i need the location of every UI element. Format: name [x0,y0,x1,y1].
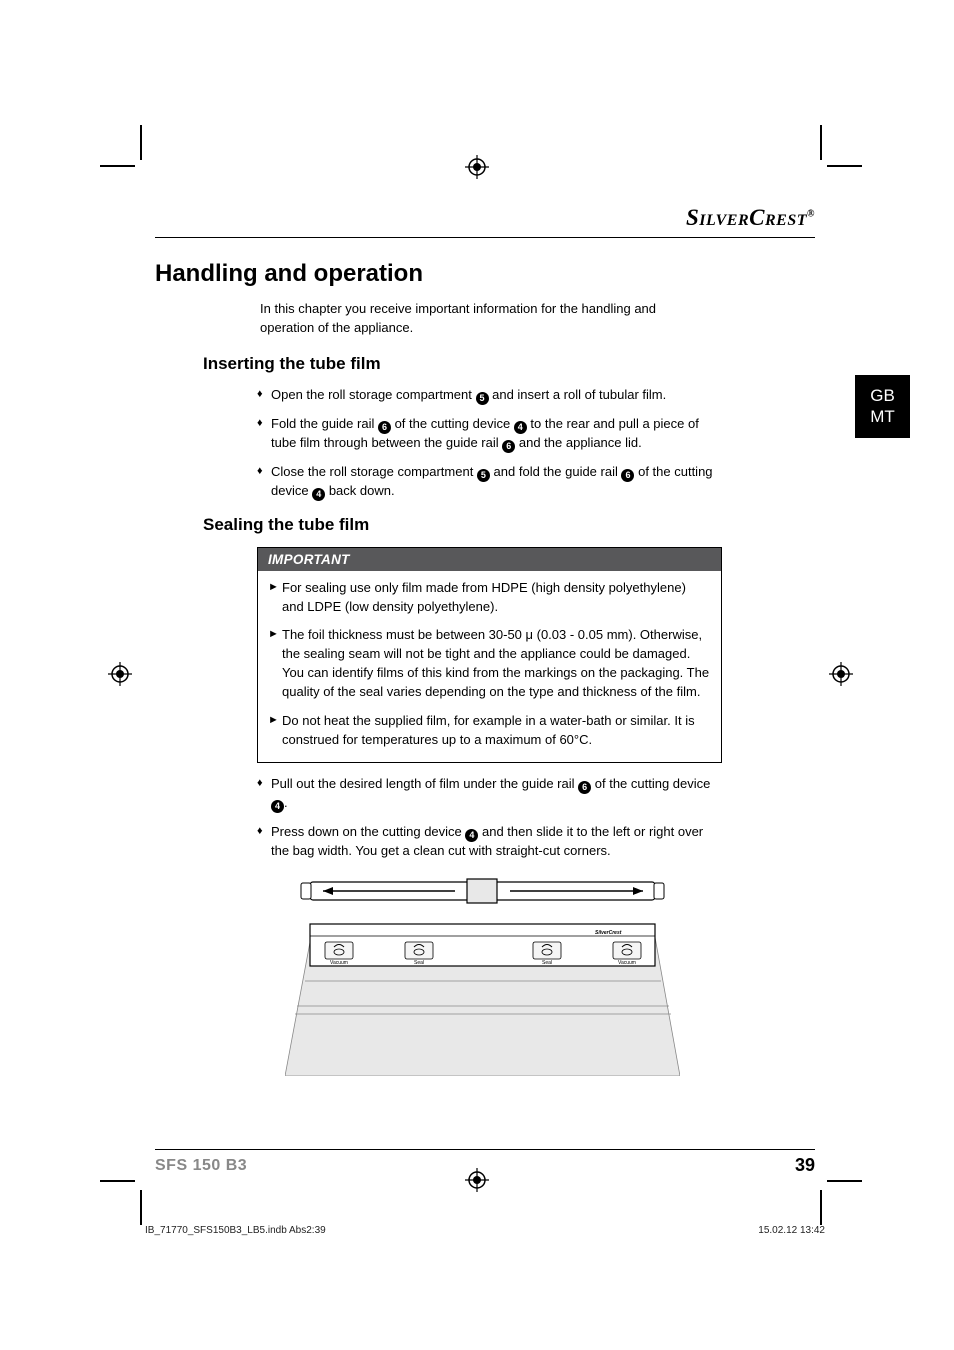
ref-circle: 4 [271,800,284,813]
reg-mark-top [465,155,489,179]
important-head: IMPORTANT [258,548,721,571]
imprint-file: IB_71770_SFS150B3_LB5.indb Abs2:39 [145,1225,326,1236]
list-item: ♦ Fold the guide rail 6 of the cutting d… [257,415,722,453]
subsection-sealing: Sealing the tube film [203,515,815,535]
appliance-diagram: SilverCrest Vacuum Seal Seal Vacuum [285,876,680,1076]
imprint-timestamp: 15.02.12 13:42 [758,1225,825,1236]
list-item: ♦ Open the roll storage compartment 5 an… [257,386,722,405]
ref-circle: 4 [514,421,527,434]
ref-circle: 6 [378,421,391,434]
footer-page: 39 [795,1155,815,1176]
header-rule [155,237,815,238]
imprint-line: IB_71770_SFS150B3_LB5.indb Abs2:39 15.02… [145,1225,825,1236]
list-item: ► For sealing use only film made from HD… [268,579,711,617]
list-item: ♦ Close the roll storage compartment 5 a… [257,463,722,501]
diamond-icon: ♦ [257,415,271,453]
reg-mark-left [108,662,132,686]
svg-text:Seal: Seal [542,960,552,966]
triangle-icon: ► [268,626,282,701]
inserting-list: ♦ Open the roll storage compartment 5 an… [257,386,722,501]
triangle-icon: ► [268,712,282,750]
intro-text: In this chapter you receive important in… [260,300,710,338]
ref-circle: 5 [477,469,490,482]
sealing-list: ♦ Pull out the desired length of film un… [257,775,722,861]
language-tab: GB MT [855,375,910,438]
ref-circle: 6 [502,440,515,453]
diamond-icon: ♦ [257,463,271,501]
svg-text:Seal: Seal [414,960,424,966]
diamond-icon: ♦ [257,386,271,405]
subsection-inserting: Inserting the tube film [203,354,815,374]
ref-circle: 4 [312,488,325,501]
ref-circle: 6 [578,781,591,794]
ref-circle: 5 [476,392,489,405]
list-item: ► The foil thickness must be between 30-… [268,626,711,701]
reg-mark-right [829,662,853,686]
triangle-icon: ► [268,579,282,617]
svg-text:Vacuum: Vacuum [618,960,636,966]
brand-logo: SilverCrest® [155,205,815,231]
list-item: ► Do not heat the supplied film, for exa… [268,712,711,750]
section-title: Handling and operation [155,260,815,288]
footer-model: SFS 150 B3 [155,1157,247,1175]
page-footer: SFS 150 B3 39 [155,1149,815,1176]
diagram-brand: SilverCrest [595,930,622,936]
list-item: ♦ Pull out the desired length of film un… [257,775,722,813]
ref-circle: 6 [621,469,634,482]
svg-text:Vacuum: Vacuum [330,960,348,966]
diamond-icon: ♦ [257,823,271,861]
ref-circle: 4 [465,829,478,842]
list-item: ♦ Press down on the cutting device 4 and… [257,823,722,861]
diamond-icon: ♦ [257,775,271,813]
important-box: IMPORTANT ► For sealing use only film ma… [257,547,722,763]
